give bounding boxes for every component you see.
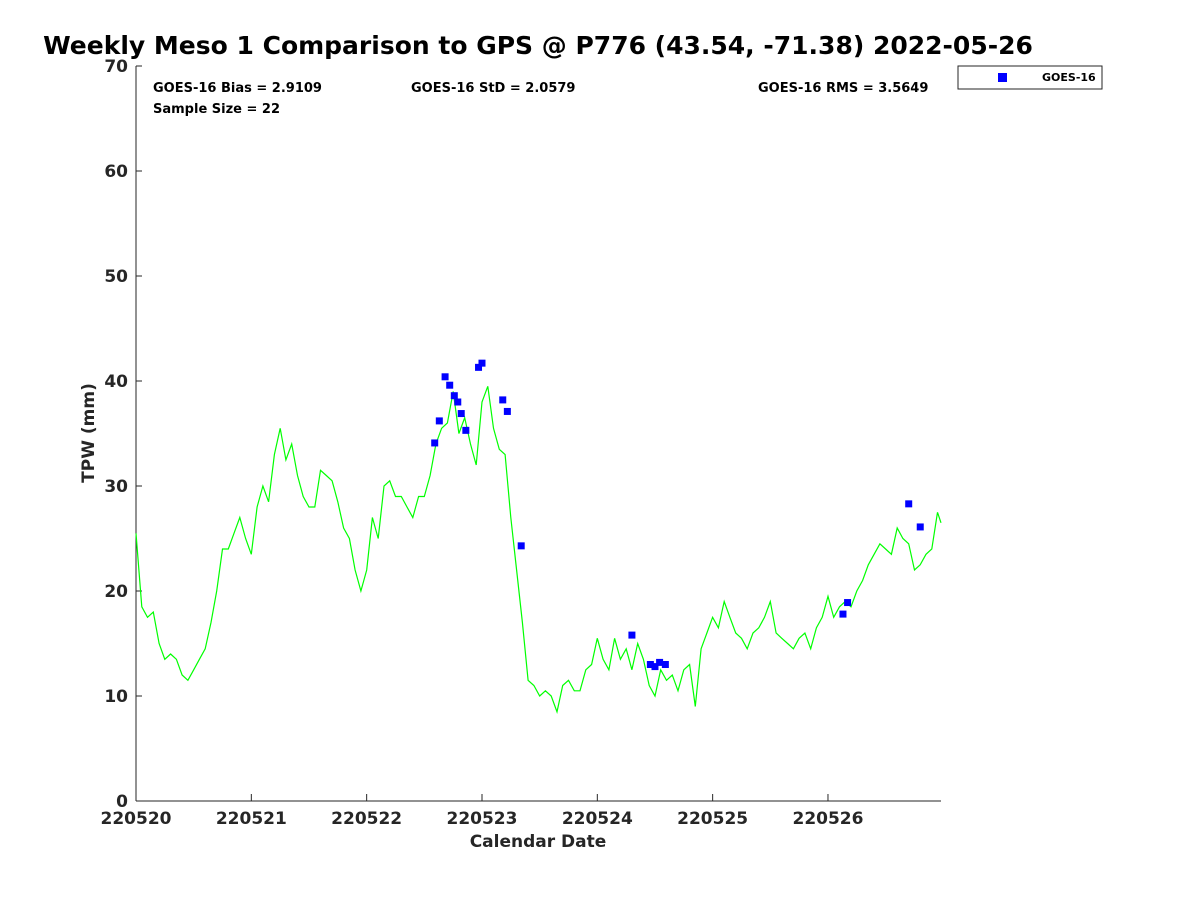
y-tick-label: 0 [116, 792, 128, 812]
x-tick-label: 220523 [446, 809, 517, 829]
goes16-point [475, 363, 483, 371]
x-ticks: 220520 220521 220522 220523 220524 220525 2205… [101, 794, 863, 829]
y-tick-label: 60 [104, 162, 128, 182]
y-ticks: 0 10 20 30 40 50 60 70 [104, 57, 142, 812]
goes16-point [478, 359, 486, 367]
goes16-point [441, 373, 449, 381]
goes16-point [646, 661, 654, 668]
goes16-point [661, 661, 669, 668]
legend-box [957, 65, 1103, 90]
goes16-point [454, 398, 462, 406]
x-tick-label: 220521 [216, 809, 287, 829]
rms-stat: GOES-16 RMS = 3.5649 [758, 81, 928, 96]
x-tick-label: 220524 [562, 809, 633, 829]
goes16-point [916, 523, 924, 531]
legend-marker [998, 73, 1007, 82]
goes16-point [450, 392, 458, 400]
y-tick-label: 30 [104, 477, 128, 497]
x-tick-label: 220522 [331, 809, 402, 829]
goes16-point [462, 426, 470, 434]
plot-area: 0 10 20 30 40 50 60 70 220520 220521 220522 220523… [101, 57, 942, 829]
goes16-series [431, 359, 924, 671]
x-axis-label: Calendar Date [470, 832, 607, 852]
y-tick-label: 10 [104, 687, 128, 707]
goes16-point [628, 631, 636, 639]
legend: GOES-16 [957, 65, 1103, 90]
goes16-point [656, 658, 664, 666]
goes16-point [517, 542, 525, 550]
x-tick-label: 220520 [101, 809, 172, 829]
goes16-point [905, 500, 913, 508]
goes16-point [844, 599, 852, 607]
y-tick-label: 70 [104, 57, 128, 77]
y-axis-label: TPW (mm) [79, 383, 99, 483]
goes16-point [839, 610, 847, 618]
bias-stat: GOES-16 Bias = 2.9109 [153, 81, 322, 96]
goes16-point [435, 417, 443, 425]
goes16-point [446, 381, 454, 389]
x-tick-label: 220525 [677, 809, 748, 829]
goes16-point [651, 663, 659, 671]
goes16-point [431, 439, 439, 447]
goes16-point [503, 407, 511, 415]
y-tick-label: 40 [104, 372, 128, 392]
legend-label: GOES-16 [1042, 71, 1096, 84]
goes16-point [457, 410, 465, 418]
sample-size-stat: Sample Size = 22 [153, 102, 280, 117]
y-tick-label: 20 [104, 582, 128, 602]
goes16-point [499, 396, 507, 404]
x-tick-label: 220526 [792, 809, 863, 829]
std-stat: GOES-16 StD = 2.0579 [411, 81, 575, 96]
chart-title: Weekly Meso 1 Comparison to GPS @ P776 (… [43, 31, 1033, 60]
gps-tpw-line [135, 386, 942, 714]
gps-series [135, 386, 942, 714]
y-tick-label: 50 [104, 267, 128, 287]
